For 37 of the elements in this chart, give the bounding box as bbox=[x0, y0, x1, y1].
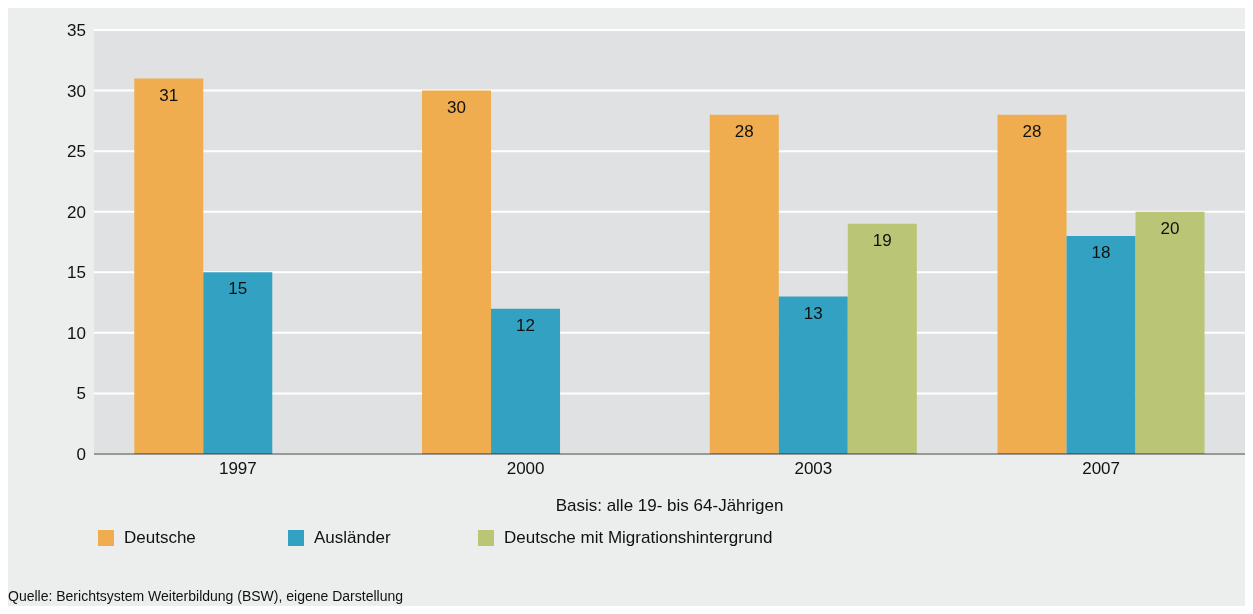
bar bbox=[1066, 235, 1136, 454]
bar bbox=[709, 114, 779, 454]
legend-label: Ausländer bbox=[314, 528, 391, 548]
bar bbox=[1135, 211, 1205, 454]
x-tick-label: 2000 bbox=[506, 459, 545, 479]
data-label: 28 bbox=[1022, 121, 1042, 141]
bar bbox=[847, 223, 917, 454]
x-tick-label: 2003 bbox=[794, 459, 833, 479]
y-tick-label: 15 bbox=[67, 263, 86, 283]
data-label: 20 bbox=[1160, 218, 1180, 238]
y-tick-label: 35 bbox=[67, 21, 86, 41]
data-label: 15 bbox=[228, 279, 248, 299]
x-axis-title: Basis: alle 19- bis 64-Jährigen bbox=[554, 496, 785, 516]
bar bbox=[778, 296, 848, 454]
x-tick-label: 1997 bbox=[218, 459, 257, 479]
bar bbox=[422, 90, 492, 454]
bar bbox=[203, 272, 273, 454]
bar bbox=[491, 308, 561, 454]
data-label: 18 bbox=[1091, 243, 1111, 263]
y-tick-label: 25 bbox=[67, 142, 86, 162]
data-label: 31 bbox=[159, 85, 179, 105]
legend-label: Deutsche bbox=[124, 528, 196, 548]
data-label: 30 bbox=[447, 97, 466, 117]
legend-label: Deutsche mit Migrationshintergrund bbox=[504, 528, 773, 548]
y-tick-label: 5 bbox=[76, 384, 86, 404]
data-label: 28 bbox=[734, 121, 754, 141]
data-label: 13 bbox=[803, 303, 823, 323]
data-label: 12 bbox=[516, 315, 535, 335]
source-note: Quelle: Berichtsystem Weiterbildung (BSW), eigene Darstellung bbox=[8, 588, 404, 604]
bar bbox=[997, 114, 1067, 454]
y-tick-label: 30 bbox=[67, 81, 86, 101]
data-label: 19 bbox=[872, 230, 892, 250]
bar bbox=[134, 78, 204, 454]
y-tick-label: 0 bbox=[76, 445, 86, 465]
x-tick-label: 2007 bbox=[1082, 459, 1121, 479]
y-tick-label: 20 bbox=[67, 202, 86, 222]
y-tick-label: 10 bbox=[67, 323, 86, 343]
